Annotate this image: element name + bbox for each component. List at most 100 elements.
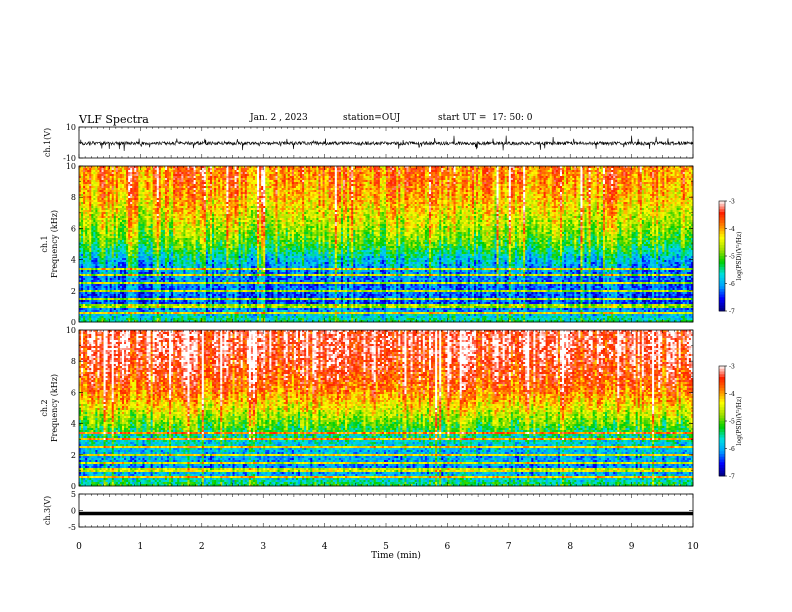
heatmap-cell [201,178,205,181]
heatmap-cell [119,270,123,273]
heatmap-cell [142,280,145,283]
heatmap-cell [138,214,141,217]
heatmap-cell [121,310,125,313]
heatmap-cell [119,212,123,215]
heatmap-cell [144,242,147,245]
heatmap-cell [183,236,186,239]
heatmap-cell [164,198,168,201]
heatmap-cell [169,320,172,323]
heatmap-cell [99,182,102,185]
heatmap-cell [91,238,94,241]
heatmap-cell [142,186,145,189]
heatmap-cell [191,194,194,197]
heatmap-cell [197,280,201,283]
heatmap-cell [99,198,102,201]
heatmap-cell [162,200,166,203]
heatmap-cell [79,260,82,263]
heatmap-cell [107,186,111,189]
heatmap-cell [134,304,137,307]
heatmap-cell [99,292,102,295]
heatmap-cell [105,316,109,319]
heatmap-cell [203,296,207,299]
heatmap-cell [97,202,100,205]
heatmap-cell [109,292,113,295]
heatmap-cell [93,316,96,319]
heatmap-cell [185,306,188,309]
heatmap-cell [109,238,113,241]
heatmap-cell [179,278,182,281]
heatmap-cell [189,280,192,283]
heatmap-cell [130,194,133,197]
heatmap-cell [177,308,180,311]
heatmap-cell [169,288,172,291]
heatmap-cell [87,170,90,173]
heatmap-cell [197,194,201,197]
heatmap-cell [146,194,149,197]
heatmap-cell [173,212,176,215]
heatmap-cell [142,236,145,239]
heatmap-cell [132,196,135,199]
heatmap-cell [105,272,109,275]
heatmap-cell [111,178,115,181]
heatmap-cell [146,184,149,187]
heatmap-cell [111,300,115,303]
heatmap-cell [91,230,94,233]
heatmap-cell [85,192,88,195]
heatmap-cell [150,200,154,203]
heatmap-cell [105,302,109,305]
heatmap-cell [83,204,86,207]
heatmap-cell [175,278,178,281]
heatmap-cell [95,170,98,173]
heatmap-cell [97,264,100,267]
heatmap-cell [126,230,129,233]
heatmap-cell [109,208,113,211]
heatmap-cell [203,312,207,315]
heatmap-cell [177,272,180,275]
heatmap-cell [97,172,100,175]
heatmap-cell [128,282,131,285]
heatmap-cell [205,236,209,239]
heatmap-cell [201,276,205,279]
heatmap-cell [134,226,137,229]
heatmap-cell [130,170,133,173]
heatmap-cell [124,268,127,271]
heatmap-cell [105,268,109,271]
heatmap-cell [158,204,162,207]
heatmap-cell [152,298,156,301]
heatmap-cell [146,172,149,175]
heatmap-cell [193,172,197,175]
heatmap-cell [103,296,106,299]
heatmap-cell [173,258,176,261]
heatmap-cell [175,312,178,315]
heatmap-cell [156,218,160,221]
heatmap-cell [99,286,102,289]
heatmap-cell [99,244,102,247]
heatmap-cell [154,272,158,275]
heatmap-cell [128,234,131,237]
heatmap-cell [93,240,96,243]
heatmap-cell [164,184,168,187]
heatmap-cell [81,250,84,253]
heatmap-cell [91,234,94,237]
heatmap-cell [179,286,182,289]
heatmap-cell [103,210,106,213]
heatmap-cell [146,214,149,217]
heatmap-cell [132,276,135,279]
heatmap-cell [109,172,113,175]
heatmap-cell [113,276,117,279]
heatmap-cell [95,262,98,265]
heatmap-cell [91,170,94,173]
heatmap-cell [154,168,158,171]
heatmap-cell [103,282,106,285]
heatmap-cell [189,220,192,223]
heatmap-cell [152,182,156,185]
heatmap-cell [132,292,135,295]
heatmap-cell [207,204,211,207]
heatmap-cell [175,298,178,301]
heatmap-cell [185,292,188,295]
heatmap-cell [113,304,117,307]
heatmap-cell [89,178,92,181]
heatmap-cell [103,234,106,237]
heatmap-cell [181,274,184,277]
